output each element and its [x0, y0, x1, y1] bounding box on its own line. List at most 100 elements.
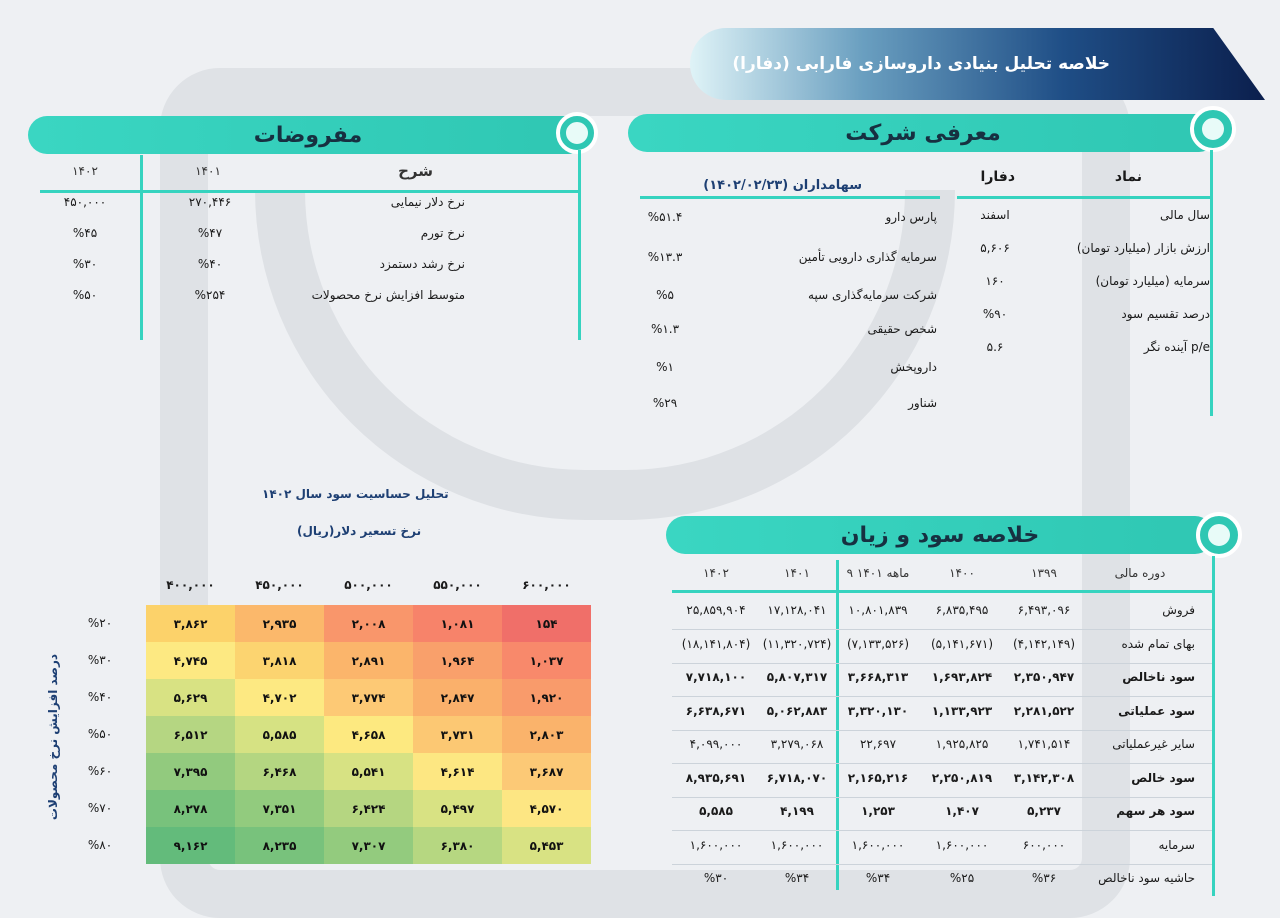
- assumptions-col-divider: [140, 155, 143, 340]
- company-info-label: سرمایه (میلیارد تومان): [1095, 274, 1210, 288]
- pl-cell: (۱۸,۱۴۱,۸۰۴): [681, 636, 751, 651]
- pl-cell: ۱,۲۵۳: [861, 804, 895, 818]
- assumptions-col-desc: شرح: [398, 162, 433, 180]
- pl-cell: ۲۵,۸۵۹,۹۰۴: [686, 603, 746, 617]
- heatmap-cell: ۶,۴۶۸: [235, 753, 324, 790]
- pl-cell: ۱۷,۱۲۸,۰۴۱: [767, 603, 827, 617]
- pl-cell: ۱۰,۸۰۱,۸۳۹: [848, 603, 908, 617]
- assumption-label: متوسط افزایش نرخ محصولات: [311, 288, 465, 302]
- assumptions-col-1402: ۱۴۰۲: [72, 164, 98, 178]
- shareholder-name: شخص حقیقی: [867, 322, 938, 336]
- pl-cell: ۳,۳۲۰,۱۳۰: [847, 703, 909, 718]
- pl-col-header: ۱۴۰۰: [949, 566, 975, 580]
- assumptions-right-border: [578, 150, 581, 340]
- heatmap-cell: ۳,۶۸۷: [502, 753, 591, 790]
- pl-cell: (۴,۱۴۲,۱۴۹): [1012, 636, 1076, 651]
- company-header-label: معرفی شرکت: [845, 120, 1001, 146]
- heatmap-cell: ۵,۴۹۷: [413, 790, 502, 827]
- assumptions-col-1401: ۱۴۰۱: [195, 164, 221, 178]
- company-info-label: سال مالی: [1160, 208, 1210, 222]
- pl-cell: ۱,۷۴۱,۵۱۴: [1017, 737, 1071, 751]
- shareholder-name: شرکت سرمایه‌گذاری سپه: [808, 288, 937, 302]
- company-right-divider: [1210, 150, 1213, 416]
- heatmap-row-header: %۲۰: [87, 616, 113, 630]
- pl-cell: ۱,۶۰۰,۰۰۰: [851, 837, 905, 852]
- shareholders-divider: [640, 196, 940, 199]
- pl-cell: (۷,۱۳۳,۵۲۶): [846, 636, 910, 651]
- pl-cell: ۲۲,۶۹۷: [859, 737, 897, 751]
- heatmap-col-header: ۵۰۰,۰۰۰: [344, 578, 393, 592]
- shareholder-pct: %۱.۳: [650, 322, 680, 336]
- assumptions-header-circle-icon: [556, 112, 598, 154]
- pl-cell: ۶,۸۳۵,۴۹۵: [935, 603, 989, 617]
- heatmap-cell: ۷,۳۵۱: [235, 790, 324, 827]
- pl-cell: ۶,۷۱۸,۰۷۰: [766, 770, 828, 785]
- sensitivity-x-title: نرخ تسعیر دلار(ریال): [297, 524, 422, 538]
- heatmap-cell: ۵,۵۴۱: [324, 753, 413, 790]
- assumption-1402-value: %۵۰: [72, 288, 98, 302]
- shareholder-name: شناور: [908, 396, 937, 410]
- pl-cell: ۱,۴۰۷: [945, 804, 979, 818]
- heatmap-cell: ۲,۸۹۱: [324, 642, 413, 679]
- pl-right-divider: [1212, 556, 1215, 896]
- assumption-label: نرخ تورم: [420, 226, 465, 240]
- heatmap-cell: ۴,۶۵۸: [324, 716, 413, 753]
- pl-cell: ۵,۵۸۵: [699, 804, 733, 818]
- company-info-label: ارزش بازار (میلیارد تومان): [1076, 241, 1210, 255]
- heatmap-cell: ۸,۲۳۵: [235, 827, 324, 864]
- shareholder-pct: %۵۱.۴: [647, 210, 683, 224]
- page-title-banner: خلاصه تحلیل بنیادی داروسازی فارابی (دفار…: [690, 28, 1265, 100]
- heatmap-cell: ۴,۵۷۰: [502, 790, 591, 827]
- pl-cell: ۶۰۰,۰۰۰: [1022, 837, 1066, 852]
- shareholders-title: سهامداران (۱۴۰۲/۰۲/۲۳): [703, 178, 862, 193]
- heatmap-cell: ۱,۹۶۴: [413, 642, 502, 679]
- assumptions-header-divider: [40, 190, 580, 193]
- pl-row-label: سود خالص: [1131, 770, 1195, 785]
- pl-cell: %۲۵: [949, 871, 975, 885]
- symbol-value: دفارا: [980, 169, 1015, 185]
- pl-cell: %۳۶: [1031, 871, 1057, 885]
- shareholder-name: پارس دارو: [885, 210, 937, 224]
- pl-row-divider: [672, 729, 1212, 731]
- pl-row-divider: [672, 696, 1212, 697]
- pl-cell: ۲,۲۵۰,۸۱۹: [931, 770, 993, 785]
- sensitivity-title: تحلیل حساسیت سود سال ۱۴۰۲: [262, 487, 449, 501]
- pl-row-divider: [672, 662, 1212, 664]
- pl-cell: ۸,۹۳۵,۶۹۱: [685, 770, 747, 785]
- heatmap-cell: ۴,۷۰۲: [235, 679, 324, 716]
- company-info-value: اسفند: [980, 208, 1010, 222]
- heatmap-cell: ۲,۹۳۵: [235, 605, 324, 642]
- pl-cell: ۶,۶۳۸,۶۷۱: [685, 703, 747, 718]
- assumption-1401-value: %۴۰: [197, 257, 223, 271]
- company-section-header: معرفی شرکت: [628, 114, 1218, 152]
- pl-header-divider: [672, 590, 1212, 593]
- heatmap-col-header: ۵۵۰,۰۰۰: [433, 578, 482, 592]
- heatmap-row-header: %۴۰: [87, 690, 113, 704]
- pl-row-label: بهای تمام شده: [1121, 636, 1195, 651]
- shareholder-pct: %۲۹: [652, 396, 678, 410]
- pl-cell: ۱,۱۳۳,۹۲۳: [931, 703, 993, 718]
- heatmap-cell: ۷,۳۰۷: [324, 827, 413, 864]
- heatmap-cell: ۵,۶۲۹: [146, 679, 235, 716]
- pl-cell: ۴,۱۹۹: [780, 804, 814, 818]
- pl-col-header: ۹ ماهه ۱۴۰۱: [846, 566, 910, 580]
- pl-row-label: سود عملیاتی: [1118, 703, 1195, 718]
- company-info-value: ۱۶۰: [985, 274, 1005, 288]
- pl-row-divider: [672, 629, 1212, 630]
- company-info-value: %۹۰: [982, 307, 1008, 321]
- pl-cell: (۱۱,۳۲۰,۷۲۴): [762, 636, 832, 651]
- assumption-1402-value: ۴۵۰,۰۰۰: [63, 195, 107, 209]
- heatmap-cell: ۲,۸۰۳: [502, 716, 591, 753]
- pl-row-label: سایر غیرعملیاتی: [1112, 737, 1195, 751]
- page-title: خلاصه تحلیل بنیادی داروسازی فارابی (دفار…: [732, 54, 1110, 74]
- pl-cell: ۲,۲۸۱,۵۲۲: [1013, 703, 1075, 718]
- assumptions-section-header: مفروضات: [28, 116, 588, 154]
- heatmap-cell: ۳,۷۳۱: [413, 716, 502, 753]
- pl-header-label: خلاصه سود و زیان: [840, 522, 1040, 548]
- heatmap-cell: ۸,۲۷۸: [146, 790, 235, 827]
- pl-row-divider: [672, 796, 1212, 798]
- pl-cell: ۲,۱۶۵,۲۱۶: [847, 770, 909, 785]
- pl-cell: ۳,۶۶۸,۳۱۳: [847, 670, 909, 684]
- pl-cell: ۵,۰۶۲,۸۸۳: [766, 703, 828, 718]
- heatmap-col-header: ۶۰۰,۰۰۰: [522, 578, 571, 592]
